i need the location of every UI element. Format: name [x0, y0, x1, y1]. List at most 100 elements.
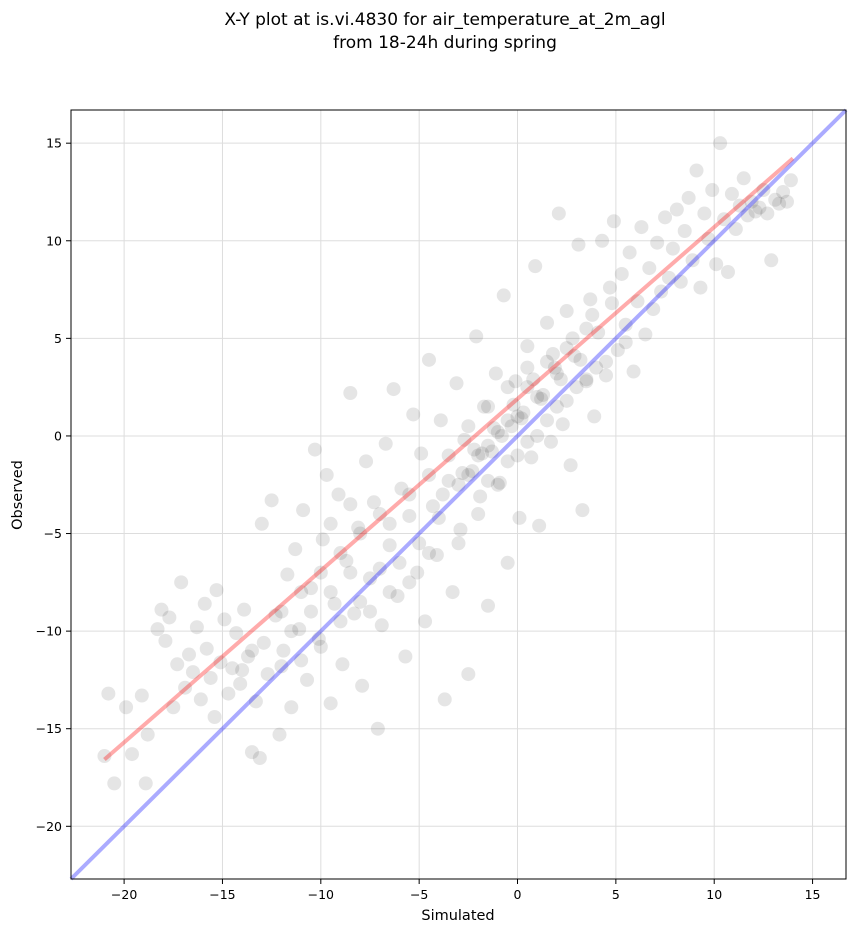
data-point	[237, 602, 252, 617]
data-point	[437, 692, 452, 707]
y-tick-label: −15	[36, 721, 62, 736]
data-point	[197, 596, 212, 611]
chart-subtitle: from 18-24h during spring	[333, 33, 557, 53]
data-point	[213, 655, 228, 670]
data-point	[264, 493, 279, 508]
data-point	[134, 688, 149, 703]
data-point	[646, 302, 661, 317]
data-point	[138, 776, 153, 791]
data-point	[178, 680, 193, 695]
data-point	[313, 639, 328, 654]
data-point	[453, 522, 468, 537]
data-point	[119, 700, 134, 715]
data-point	[559, 341, 574, 356]
data-point	[449, 376, 464, 391]
data-point	[756, 183, 771, 198]
data-point	[398, 649, 413, 664]
data-point	[217, 612, 232, 627]
data-point	[500, 380, 515, 395]
data-point	[209, 583, 224, 598]
data-point	[524, 450, 539, 465]
data-point	[547, 360, 562, 375]
data-point	[386, 382, 401, 397]
data-point	[235, 663, 250, 678]
data-point	[492, 475, 507, 490]
data-point	[445, 585, 460, 600]
data-point	[225, 661, 240, 676]
data-point	[599, 354, 614, 369]
data-point	[303, 581, 318, 596]
data-point	[244, 745, 259, 760]
data-point	[256, 635, 271, 650]
y-tick-label: 15	[46, 136, 62, 151]
data-point	[359, 454, 374, 469]
x-tick-label: −15	[209, 887, 235, 902]
data-point	[720, 264, 735, 279]
data-point	[140, 727, 155, 742]
data-point	[540, 315, 555, 330]
data-point	[669, 202, 684, 217]
data-point	[284, 624, 299, 639]
data-point	[540, 354, 555, 369]
data-point	[709, 257, 724, 272]
data-point	[323, 516, 338, 531]
data-point	[634, 220, 649, 235]
data-point	[307, 442, 322, 457]
data-point	[276, 643, 291, 658]
data-point	[335, 657, 350, 672]
data-point	[475, 446, 490, 461]
data-point	[736, 171, 751, 186]
data-point	[748, 204, 763, 219]
data-point	[207, 710, 222, 725]
data-point	[260, 667, 275, 682]
data-point	[362, 604, 377, 619]
data-point	[705, 183, 720, 198]
data-point	[284, 700, 299, 715]
data-point	[520, 380, 535, 395]
data-point	[510, 448, 525, 463]
data-point	[776, 184, 791, 199]
data-point	[530, 389, 545, 404]
x-tick-label: −10	[308, 887, 334, 902]
y-tick-label: −10	[36, 624, 62, 639]
data-point	[410, 565, 425, 580]
data-point	[362, 571, 377, 586]
data-point	[319, 467, 334, 482]
data-point	[728, 222, 743, 237]
data-point	[382, 538, 397, 553]
data-point	[418, 614, 433, 629]
data-point	[333, 546, 348, 561]
data-point	[610, 343, 625, 358]
data-point	[579, 372, 594, 387]
plot-frame	[70, 109, 847, 880]
data-point	[254, 516, 269, 531]
data-point	[585, 307, 600, 322]
data-point	[665, 241, 680, 256]
data-point	[587, 409, 602, 424]
x-axis-label: Simulated	[421, 908, 494, 924]
data-point	[783, 173, 798, 188]
data-point	[622, 245, 637, 260]
data-point	[366, 495, 381, 510]
data-point	[760, 206, 775, 221]
data-point	[555, 417, 570, 432]
data-point	[461, 419, 476, 434]
data-point	[488, 366, 503, 381]
data-point	[421, 546, 436, 561]
data-point	[402, 575, 417, 590]
data-point	[614, 266, 629, 281]
data-point	[575, 503, 590, 518]
data-point	[681, 190, 696, 205]
data-point	[327, 596, 342, 611]
data-point	[526, 372, 541, 387]
x-tick-label: 10	[706, 887, 722, 902]
data-point	[471, 507, 486, 522]
data-point	[500, 555, 515, 570]
data-point	[481, 399, 496, 414]
data-point	[530, 428, 545, 443]
data-point	[661, 270, 676, 285]
data-point	[713, 136, 728, 151]
data-point	[244, 643, 259, 658]
data-point	[565, 331, 580, 346]
data-point	[351, 520, 366, 535]
